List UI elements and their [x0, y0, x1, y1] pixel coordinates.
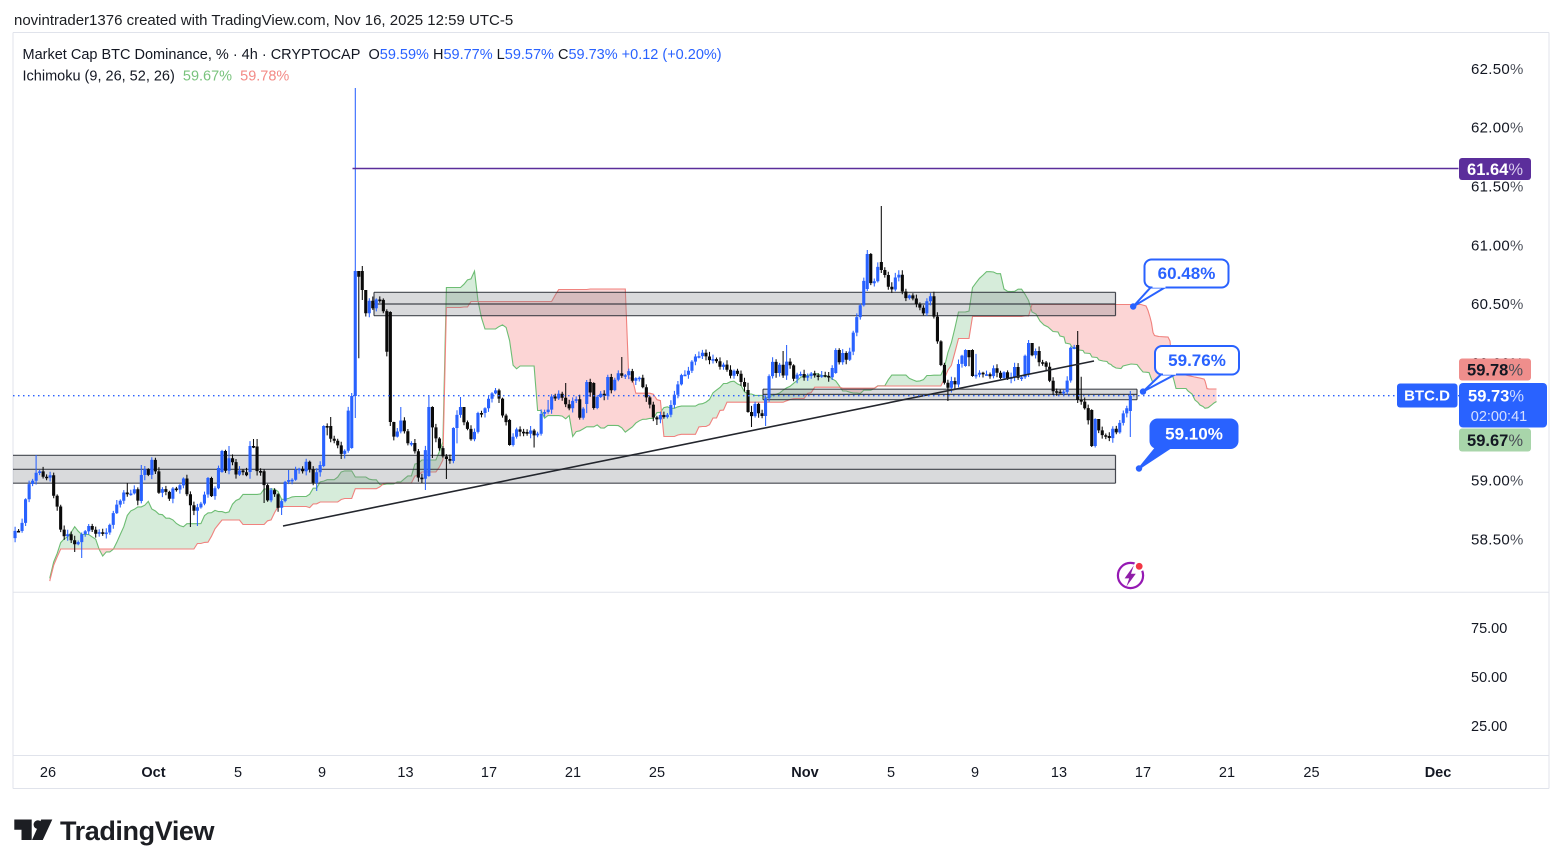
svg-text:25.00: 25.00 [1471, 719, 1507, 735]
svg-text:61.50%: 61.50% [1471, 179, 1524, 196]
svg-text:59.78%: 59.78% [1467, 362, 1523, 380]
svg-text:62.00%: 62.00% [1471, 120, 1524, 137]
svg-text:02:00:41: 02:00:41 [1471, 409, 1527, 425]
svg-text:59.76%: 59.76% [1168, 351, 1226, 370]
svg-text:5: 5 [234, 765, 242, 781]
svg-text:60.50%: 60.50% [1471, 296, 1524, 313]
svg-text:26: 26 [40, 765, 56, 781]
svg-text:17: 17 [481, 765, 497, 781]
svg-text:59.00%: 59.00% [1471, 473, 1524, 490]
svg-text:59.10%: 59.10% [1165, 424, 1223, 443]
svg-text:novintrader1376 created with T: novintrader1376 created with TradingView… [14, 12, 513, 29]
svg-text:62.50%: 62.50% [1471, 61, 1524, 78]
svg-text:9: 9 [318, 765, 326, 781]
svg-text:13: 13 [1051, 765, 1067, 781]
svg-text:Dec: Dec [1425, 765, 1452, 781]
svg-text:Ichimoku (9, 26, 52, 26) 59.6: Ichimoku (9, 26, 52, 26) 59.67% 59.78% [23, 69, 290, 85]
svg-text:17: 17 [1135, 765, 1151, 781]
svg-text:58.50%: 58.50% [1471, 531, 1524, 548]
svg-text:25: 25 [1303, 765, 1319, 781]
svg-text:13: 13 [397, 765, 413, 781]
svg-text:Market Cap BTC Dominance, % ·: Market Cap BTC Dominance, % · 4h · CRYPT… [23, 47, 722, 63]
svg-text:50.00: 50.00 [1471, 670, 1507, 686]
svg-text:TradingView: TradingView [60, 816, 216, 846]
svg-text:59.67%: 59.67% [1467, 432, 1523, 450]
svg-text:61.64%: 61.64% [1467, 161, 1523, 179]
svg-text:5: 5 [887, 765, 895, 781]
svg-text:BTC.D: BTC.D [1404, 388, 1450, 405]
svg-text:60.48%: 60.48% [1158, 264, 1216, 283]
svg-text:25: 25 [649, 765, 665, 781]
svg-text:61.00%: 61.00% [1471, 237, 1524, 254]
svg-text:Oct: Oct [141, 765, 165, 781]
svg-text:Nov: Nov [791, 765, 818, 781]
svg-text:21: 21 [1219, 765, 1235, 781]
svg-text:9: 9 [971, 765, 979, 781]
svg-text:75.00: 75.00 [1471, 621, 1507, 637]
svg-text:59.73%: 59.73% [1468, 388, 1524, 406]
svg-text:21: 21 [565, 765, 581, 781]
